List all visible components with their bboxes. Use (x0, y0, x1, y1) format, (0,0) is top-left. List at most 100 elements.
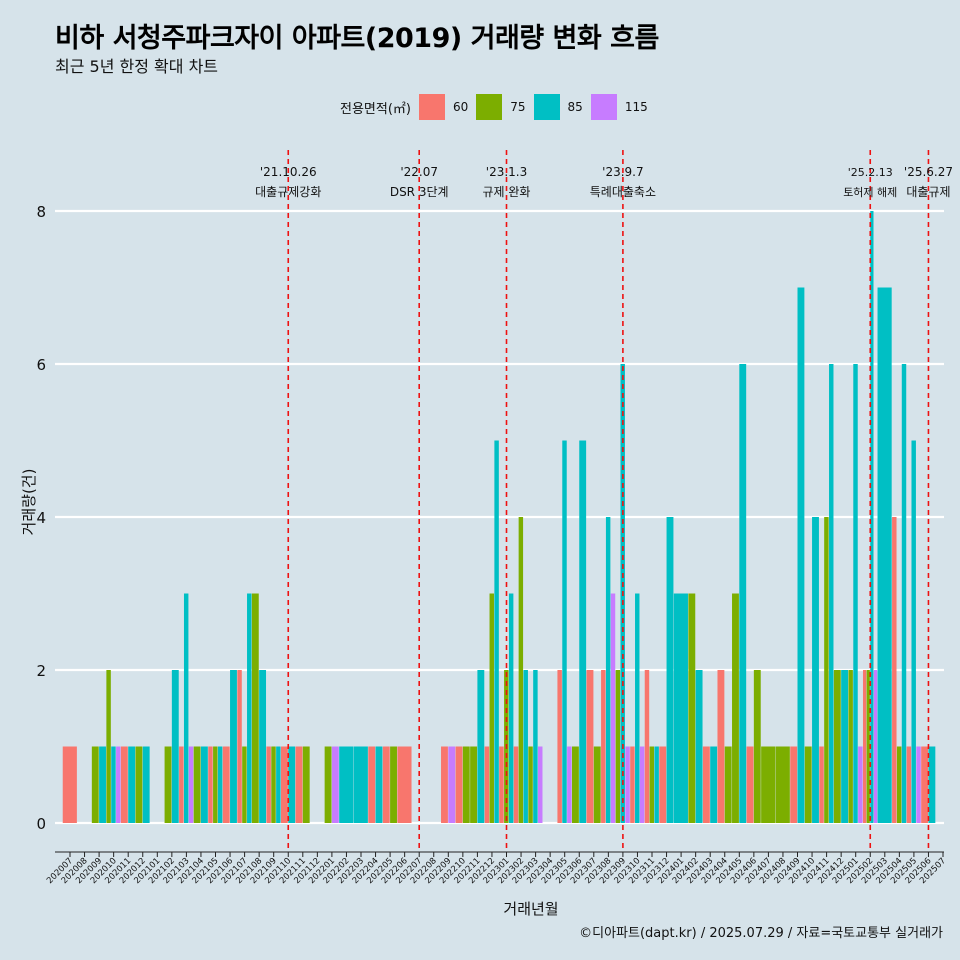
bar-202102-75 (164, 746, 172, 823)
bar-202309-75 (615, 670, 621, 823)
bar-202301-60 (499, 746, 504, 823)
event-name-label: 대출규제강화 (255, 185, 321, 199)
bar-202403-60 (702, 746, 710, 823)
bar-202303-85 (533, 670, 538, 823)
bar-202108-75 (251, 593, 259, 823)
bar-202104-75 (193, 746, 201, 823)
bar-202212-75 (489, 593, 494, 823)
bar-202409-85 (797, 287, 805, 823)
event-name-label: 규제 완화 (483, 185, 531, 199)
bar-202402-75 (688, 593, 696, 823)
bar-202009-85 (99, 746, 106, 823)
bar-202306-75 (571, 746, 579, 823)
bar-202201-75 (324, 746, 332, 823)
legend-swatch-75 (476, 94, 503, 120)
bar-202303-115 (538, 746, 543, 823)
bar-202110-60 (280, 746, 288, 823)
bar-202404-60 (717, 670, 725, 823)
bar-202506-60 (921, 746, 929, 823)
bar-202012-85 (142, 746, 150, 823)
bar-202307-60 (586, 670, 594, 823)
event-date-label: '25.6.27 (904, 165, 953, 179)
bar-202109-85 (276, 746, 281, 823)
y-tick-label: 4 (36, 509, 46, 527)
bar-202312-60 (659, 746, 667, 823)
bar-202404-75 (724, 746, 732, 823)
bar-202206-60 (397, 746, 412, 823)
legend-swatch-60 (418, 94, 445, 120)
bar-202405-85 (739, 364, 747, 823)
bar-202107-85 (247, 593, 252, 823)
bar-202201-115 (331, 746, 339, 823)
bar-202111-60 (295, 746, 303, 823)
event-name-label: 특례대출축소 (590, 185, 656, 199)
bar-202302-75 (518, 517, 524, 823)
event-name-label: 대출규제 (906, 185, 950, 199)
chart-subtitle: 최근 5년 한정 확대 차트 (55, 57, 219, 76)
bar-202310-60 (630, 746, 635, 823)
legend-entry-75: 75 (476, 94, 526, 120)
legend-entry-85: 85 (533, 94, 583, 120)
x-axis: 2020072020082020092020102020112020122021… (45, 851, 948, 886)
caption: ©디아파트(dapt.kr) / 2025.07.29 / 자료=국토교통부 실… (579, 926, 943, 941)
y-tick-label: 8 (36, 203, 46, 221)
bar-202412-75 (833, 670, 841, 823)
bar-202502-115 (873, 670, 878, 823)
bar-202311-60 (644, 670, 650, 823)
bar-202103-60 (179, 746, 184, 823)
bar-202204-60 (368, 746, 376, 823)
bar-202502-85 (870, 211, 874, 823)
bar-202406-75 (753, 670, 761, 823)
bar-202310-85 (635, 593, 640, 823)
bar-202011-85 (128, 746, 136, 823)
bar-202108-85 (259, 670, 267, 823)
event-date-label: '22.07 (400, 165, 438, 179)
bar-202305-85 (562, 440, 567, 823)
bar-202211-75 (470, 746, 478, 823)
bar-202410-75 (804, 746, 812, 823)
bar-202406-60 (746, 746, 754, 823)
bar-202312-85 (666, 517, 674, 823)
bar-202104-85 (200, 746, 208, 823)
bar-202007-60 (62, 746, 77, 823)
bar-202103-115 (188, 746, 194, 823)
bar-202504-75 (896, 746, 902, 823)
legend-entry-60: 60 (418, 94, 468, 120)
bar-202411-75 (824, 517, 829, 823)
y-axis: 0 2 4 6 8 (36, 203, 46, 833)
bar-202010-75 (106, 670, 111, 823)
bar-202209-115 (448, 746, 456, 823)
bar-202107-60 (237, 670, 242, 823)
bar-202501-115 (858, 746, 863, 823)
bar-202303-75 (528, 746, 533, 823)
bar-202205-60 (382, 746, 390, 823)
bar-202504-60 (892, 517, 897, 823)
bar-202308-60 (601, 670, 606, 823)
bar-202307-75 (593, 746, 601, 823)
bar-202009-75 (91, 746, 99, 823)
bar-202010-115 (116, 746, 121, 823)
bar-202308-115 (610, 593, 616, 823)
bar-202502-75 (866, 670, 870, 823)
bar-202105-85 (217, 746, 223, 823)
bar-202401-85 (673, 593, 688, 823)
bar-202202-85 (339, 746, 354, 823)
bar-202105-75 (213, 746, 218, 823)
bar-202407-75 (761, 746, 776, 823)
bar-202505-85 (911, 440, 916, 823)
bar-202305-115 (567, 746, 572, 823)
chart-title: 비하 서청주파크자이 아파트(2019) 거래량 변화 흐름 (55, 23, 659, 54)
legend-label-85: 85 (567, 100, 583, 114)
bar-202505-60 (906, 746, 912, 823)
legend: 전용면적(㎡) 60 75 85 115 (340, 93, 656, 121)
legend-label-115: 115 (624, 100, 648, 114)
bar-202109-75 (271, 746, 276, 823)
event-name-label: 토허제 해제 (843, 185, 897, 199)
bar-202109-60 (266, 746, 271, 823)
bar-202209-60 (441, 746, 448, 823)
bar-202311-75 (649, 746, 655, 823)
y-tick-label: 0 (36, 815, 46, 833)
bar-202503-85 (877, 287, 892, 823)
y-tick-label: 6 (36, 356, 46, 374)
